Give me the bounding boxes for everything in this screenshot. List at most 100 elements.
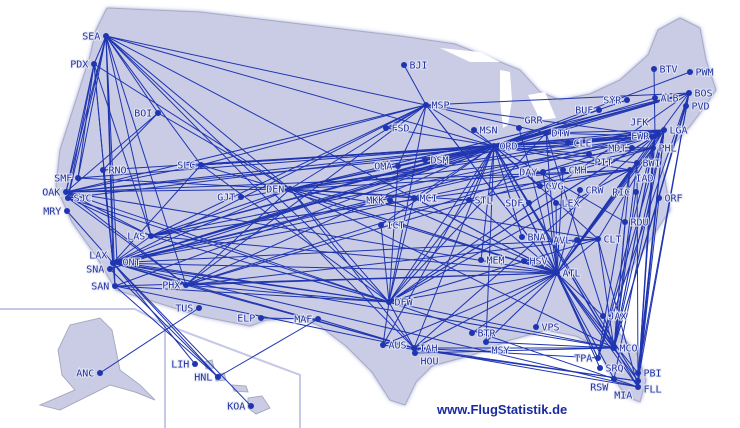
airport-smf[interactable]: SMF	[53, 173, 81, 186]
airport-marker[interactable]	[611, 376, 617, 382]
airport-pwm[interactable]: PWM	[687, 67, 715, 80]
airport-marker[interactable]	[553, 200, 559, 206]
airport-avl[interactable]: AVL	[552, 235, 580, 248]
airport-marker[interactable]	[655, 131, 661, 137]
airport-marker[interactable]	[661, 127, 667, 133]
airport-btv[interactable]: BTV	[651, 64, 679, 77]
airport-marker[interactable]	[595, 355, 601, 361]
airport-marker[interactable]	[656, 195, 662, 201]
airport-syr[interactable]: SYR	[602, 95, 630, 108]
airport-marker[interactable]	[401, 62, 407, 68]
airport-marker[interactable]	[624, 97, 630, 103]
airport-fsd[interactable]: FSD	[383, 123, 411, 136]
airport-fll[interactable]: FLL	[635, 378, 663, 397]
airport-mem[interactable]: MEM	[478, 255, 506, 268]
airport-marker[interactable]	[63, 189, 69, 195]
airport-bna[interactable]: BNA	[519, 232, 547, 245]
airport-msp[interactable]: MSP	[423, 100, 451, 113]
airport-tpa[interactable]: TPA	[573, 353, 601, 366]
airport-lih[interactable]: LIH	[170, 359, 198, 372]
airport-marker[interactable]	[595, 236, 601, 242]
airport-marker[interactable]	[97, 370, 103, 376]
airport-marker[interactable]	[478, 257, 484, 263]
airport-rdu[interactable]: RDU	[622, 217, 650, 230]
airport-marker[interactable]	[387, 197, 393, 203]
airport-marker[interactable]	[651, 66, 657, 72]
airport-marker[interactable]	[183, 282, 189, 288]
airport-marker[interactable]	[411, 345, 417, 351]
airport-marker[interactable]	[258, 315, 264, 321]
airport-marker[interactable]	[521, 258, 527, 264]
airport-den[interactable]: DEN	[265, 184, 293, 197]
airport-marker[interactable]	[652, 95, 658, 101]
airport-orf[interactable]: ORF	[656, 193, 684, 206]
airport-marker[interactable]	[198, 162, 204, 168]
airport-marker[interactable]	[380, 342, 386, 348]
airport-maf[interactable]: MAF	[293, 314, 321, 327]
airport-boi[interactable]: BOI	[133, 108, 161, 121]
airport-marker[interactable]	[423, 102, 429, 108]
airport-iad[interactable]: IAD	[627, 167, 655, 186]
airport-marker[interactable]	[537, 183, 543, 189]
airport-rno[interactable]: RNO	[100, 165, 128, 178]
airport-marker[interactable]	[627, 167, 633, 173]
airport-mry[interactable]: MRY	[42, 206, 70, 219]
airport-buf[interactable]: BUF	[574, 105, 602, 118]
airport-marker[interactable]	[65, 195, 71, 201]
airport-lex[interactable]: LEX	[553, 198, 581, 211]
airport-bji[interactable]: BJI	[401, 60, 429, 73]
airport-mkk[interactable]: MKK	[365, 195, 393, 208]
airport-marker[interactable]	[491, 143, 497, 149]
airport-marker[interactable]	[597, 365, 603, 371]
airport-marker[interactable]	[412, 350, 418, 356]
airport-msy[interactable]: MSY	[483, 339, 511, 358]
airport-marker[interactable]	[64, 208, 70, 214]
airport-vps[interactable]: VPS	[533, 322, 561, 335]
airport-msn[interactable]: MSN	[471, 125, 499, 138]
airport-mco[interactable]: MCO	[611, 343, 639, 356]
airport-koa[interactable]: KOA	[226, 401, 254, 414]
airport-clt[interactable]: CLT	[595, 234, 623, 247]
airport-marker[interactable]	[287, 186, 293, 192]
airport-hou[interactable]: HOU	[412, 350, 440, 369]
airport-marker[interactable]	[155, 110, 161, 116]
airport-phx[interactable]: PHX	[161, 280, 189, 293]
airport-elp[interactable]: ELP	[236, 313, 264, 326]
airport-cvg[interactable]: CVG	[537, 181, 565, 194]
airport-jfk[interactable]: JFK	[629, 117, 661, 138]
airport-sjc[interactable]: SJC	[65, 193, 93, 206]
airport-marker[interactable]	[196, 305, 202, 311]
airport-marker[interactable]	[540, 169, 546, 175]
airport-marker[interactable]	[112, 283, 118, 289]
airport-marker[interactable]	[683, 103, 689, 109]
airport-ict[interactable]: ICT	[378, 220, 406, 233]
airport-day[interactable]: DAY	[518, 167, 546, 180]
airport-oma[interactable]: OMA	[373, 161, 401, 174]
airport-marker[interactable]	[422, 157, 428, 163]
airport-marker[interactable]	[543, 130, 549, 136]
credit-link[interactable]: www.FlugStatistik.de	[437, 402, 568, 417]
airport-marker[interactable]	[148, 233, 154, 239]
airport-marker[interactable]	[248, 403, 254, 409]
airport-ont[interactable]: ONT	[114, 257, 142, 270]
airport-gjt[interactable]: GJT	[216, 192, 244, 205]
airport-aus[interactable]: AUS	[380, 340, 408, 353]
airport-mci[interactable]: MCI	[411, 193, 439, 206]
airport-marker[interactable]	[586, 151, 592, 157]
airport-marker[interactable]	[650, 145, 656, 151]
airport-marker[interactable]	[611, 345, 617, 351]
airport-marker[interactable]	[386, 299, 392, 305]
airport-marker[interactable]	[469, 330, 475, 336]
airport-hsv[interactable]: HSV	[521, 256, 549, 269]
airport-rsw[interactable]: RSW	[589, 376, 617, 395]
airport-marker[interactable]	[395, 163, 401, 169]
airport-dtw[interactable]: DTW	[543, 128, 572, 141]
airport-marker[interactable]	[565, 140, 571, 146]
airport-marker[interactable]	[516, 125, 522, 131]
airport-cmh[interactable]: CMH	[560, 165, 588, 178]
airport-marker[interactable]	[100, 167, 106, 173]
airport-alb[interactable]: ALB	[652, 93, 680, 106]
airport-marker[interactable]	[635, 378, 641, 384]
airport-atl[interactable]: ATL	[554, 268, 582, 281]
airport-srq[interactable]: SRQ	[597, 363, 625, 376]
